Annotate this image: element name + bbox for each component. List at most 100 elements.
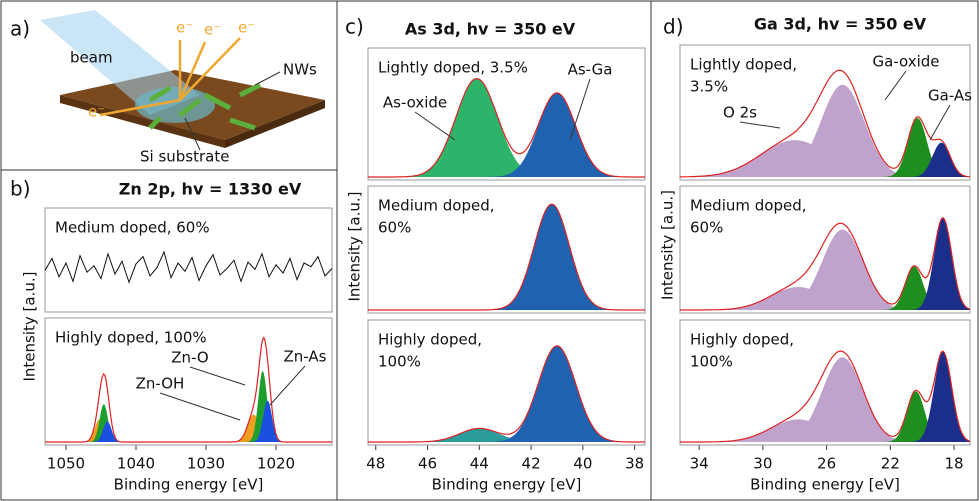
fit-component [45, 400, 332, 442]
x-axis-label: Binding energy [eV] [432, 476, 582, 494]
fit-component [368, 346, 645, 442]
x-tick-label: 1040 [117, 455, 155, 473]
subplot-label: 3.5% [690, 78, 728, 96]
electron-label: e⁻ [176, 19, 193, 37]
fit-component [45, 421, 332, 442]
subplot-label: Medium doped, [378, 197, 494, 215]
subplot-label: 60% [378, 219, 411, 237]
fit-component [368, 93, 645, 177]
x-tick-label: 34 [690, 455, 709, 473]
fit-component [368, 428, 645, 442]
annotation: Ga-As [928, 87, 972, 105]
fit-envelope [680, 350, 971, 443]
substrate-edge [225, 100, 325, 148]
electron-label: e⁻ [204, 21, 221, 39]
schematic: a) beam NWs Si substrate e⁻ e⁻ e⁻ e⁻ [10, 10, 325, 166]
leader [184, 117, 201, 151]
annotation: As-Ga [568, 61, 613, 79]
fit-envelope [680, 217, 971, 311]
subplot-frame [44, 317, 333, 446]
x-tick-label: 46 [418, 455, 437, 473]
nws-label: NWs [283, 61, 317, 79]
x-axis-label: Binding energy [eV] [114, 476, 264, 494]
subplot-frame [679, 319, 971, 446]
subplot-label: Highly doped, [378, 331, 482, 349]
x-tick-label: 42 [522, 455, 541, 473]
fit-component [680, 218, 970, 310]
subplot-label: 100% [378, 353, 421, 371]
annotation: O 2s [723, 104, 757, 122]
panel-label: a) [10, 17, 30, 41]
fit-component [680, 351, 970, 442]
x-tick-label: 1020 [257, 455, 295, 473]
y-axis-label: Intensity [a.u.] [346, 192, 364, 302]
fit-envelope [45, 336, 332, 443]
x-tick-label: 26 [817, 455, 836, 473]
x-tick-label: 18 [945, 455, 964, 473]
annotation-leader [159, 392, 241, 421]
fit-component [680, 142, 970, 177]
fit-component [680, 357, 970, 442]
panel-label: b) [10, 177, 31, 201]
subplot-label: 100% [690, 353, 733, 371]
x-tick-label: 44 [470, 455, 489, 473]
fit-component [45, 404, 332, 442]
x-tick-label: 30 [753, 455, 772, 473]
subplot-frame [367, 47, 646, 181]
annotation-leader [739, 121, 781, 129]
fit-component [368, 78, 645, 177]
x-tick-label: 1050 [47, 455, 85, 473]
fit-envelope [368, 77, 645, 178]
annotation-leader [884, 70, 907, 101]
subplot-frame [367, 185, 646, 314]
electron-arrows [99, 37, 241, 117]
subplot-label: Highly doped, 100% [55, 329, 207, 347]
annotation: Zn-As [284, 348, 327, 366]
fit-component [45, 414, 332, 442]
subplot-frame [44, 207, 333, 313]
fit-envelope [680, 69, 971, 178]
x-tick-label: 1030 [187, 455, 225, 473]
annotation-leader [569, 78, 591, 141]
x-axis-label: Binding energy [eV] [750, 476, 900, 494]
y-axis-label: Intensity [a.u.] [659, 190, 677, 300]
subplot-frame [679, 185, 971, 314]
fit-component [45, 370, 332, 442]
annotation: Ga-oxide [872, 53, 939, 71]
spectrum-trace [44, 250, 333, 284]
subplot-label: Highly doped, [690, 331, 794, 349]
annotation-leader [929, 104, 951, 141]
fit-component [680, 118, 970, 177]
electron-label: e⁻ [88, 103, 105, 121]
fit-component [680, 84, 970, 177]
chart-title: As 3d, hv = 350 eV [405, 20, 576, 39]
x-tick-label: 40 [573, 455, 592, 473]
fit-component [45, 419, 332, 442]
subplot-label: Medium doped, 60% [55, 219, 210, 237]
nanowires [148, 82, 262, 131]
annotation: As-oxide [383, 94, 447, 112]
fit-component [680, 266, 970, 310]
fit-envelope [368, 345, 645, 443]
annotation-leader [189, 366, 246, 386]
annotation-leader [269, 365, 306, 406]
subplot-label: Lightly doped, 3.5% [378, 59, 528, 77]
beam-label: beam [70, 49, 113, 67]
x-tick-label: 38 [625, 455, 644, 473]
fit-component [368, 204, 645, 310]
y-axis-label: Intensity [a.u.] [21, 272, 39, 382]
fit-envelope [368, 203, 645, 311]
fit-component [680, 391, 970, 442]
annotation: Zn-O [171, 349, 208, 367]
panel-label: d) [663, 15, 684, 39]
subplot-label: Medium doped, [690, 197, 806, 215]
electron-label: e⁻ [238, 19, 255, 37]
annotation: Zn-OH [136, 375, 185, 393]
fit-component [680, 229, 970, 310]
panel-label: c) [345, 15, 364, 39]
subplot-frame [367, 319, 646, 446]
substrate-edge [60, 95, 225, 148]
annotation-leader [414, 111, 456, 141]
subplot-label: 60% [690, 219, 723, 237]
